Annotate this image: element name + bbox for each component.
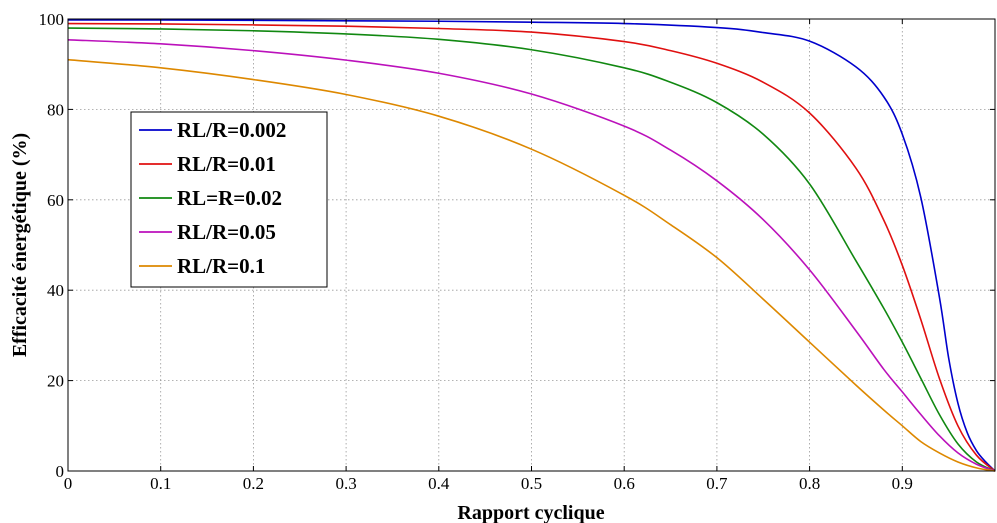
x-axis-title: Rapport cyclique xyxy=(457,502,604,523)
x-tick-label: 0.3 xyxy=(335,474,356,493)
x-tick-labels: 0 0.1 0.2 0.3 0.4 0.5 0.6 0.7 0.8 0.9 xyxy=(64,474,913,493)
legend-box xyxy=(130,111,328,288)
x-tick-label: 0 xyxy=(64,474,73,493)
y-tick-label: 40 xyxy=(47,281,64,300)
legend-label-5: RL/R=0.1 xyxy=(177,254,265,278)
series-line-5 xyxy=(67,58,996,472)
series-line-4 xyxy=(67,38,996,472)
y-tick-label: 60 xyxy=(47,191,64,210)
y-tick-label: 0 xyxy=(56,462,65,481)
y-tick-labels: 0 20 40 60 80 100 xyxy=(39,10,65,481)
legend-label-2: RL/R=0.01 xyxy=(177,152,276,176)
legend-label-3: RL=R=0.02 xyxy=(177,186,282,210)
x-tick-label: 0.8 xyxy=(799,474,820,493)
x-tick-label: 0.1 xyxy=(150,474,171,493)
x-tick-label: 0.4 xyxy=(428,474,450,493)
legend-label-4: RL/R=0.05 xyxy=(177,220,276,244)
y-tick-label: 100 xyxy=(39,10,65,29)
x-tick-label: 0.2 xyxy=(243,474,264,493)
x-tick-label: 0.9 xyxy=(892,474,913,493)
x-tick-label: 0.7 xyxy=(706,474,728,493)
legend-label-1: RL/R=0.002 xyxy=(177,118,286,142)
x-tick-label: 0.5 xyxy=(521,474,542,493)
y-tick-label: 80 xyxy=(47,100,64,119)
y-axis-title: Efficacité énergétique (%) xyxy=(9,133,31,357)
series-lines xyxy=(67,19,996,472)
y-tick-label: 20 xyxy=(47,372,64,391)
legend: RL/R=0.002 RL/R=0.01 RL=R=0.02 RL/R=0.05 RL/… xyxy=(130,111,328,288)
grid xyxy=(68,19,995,471)
series-line-3 xyxy=(67,27,996,472)
axis-ticks xyxy=(67,18,995,472)
x-tick-label: 0.6 xyxy=(614,474,635,493)
series-line-2 xyxy=(67,22,996,472)
